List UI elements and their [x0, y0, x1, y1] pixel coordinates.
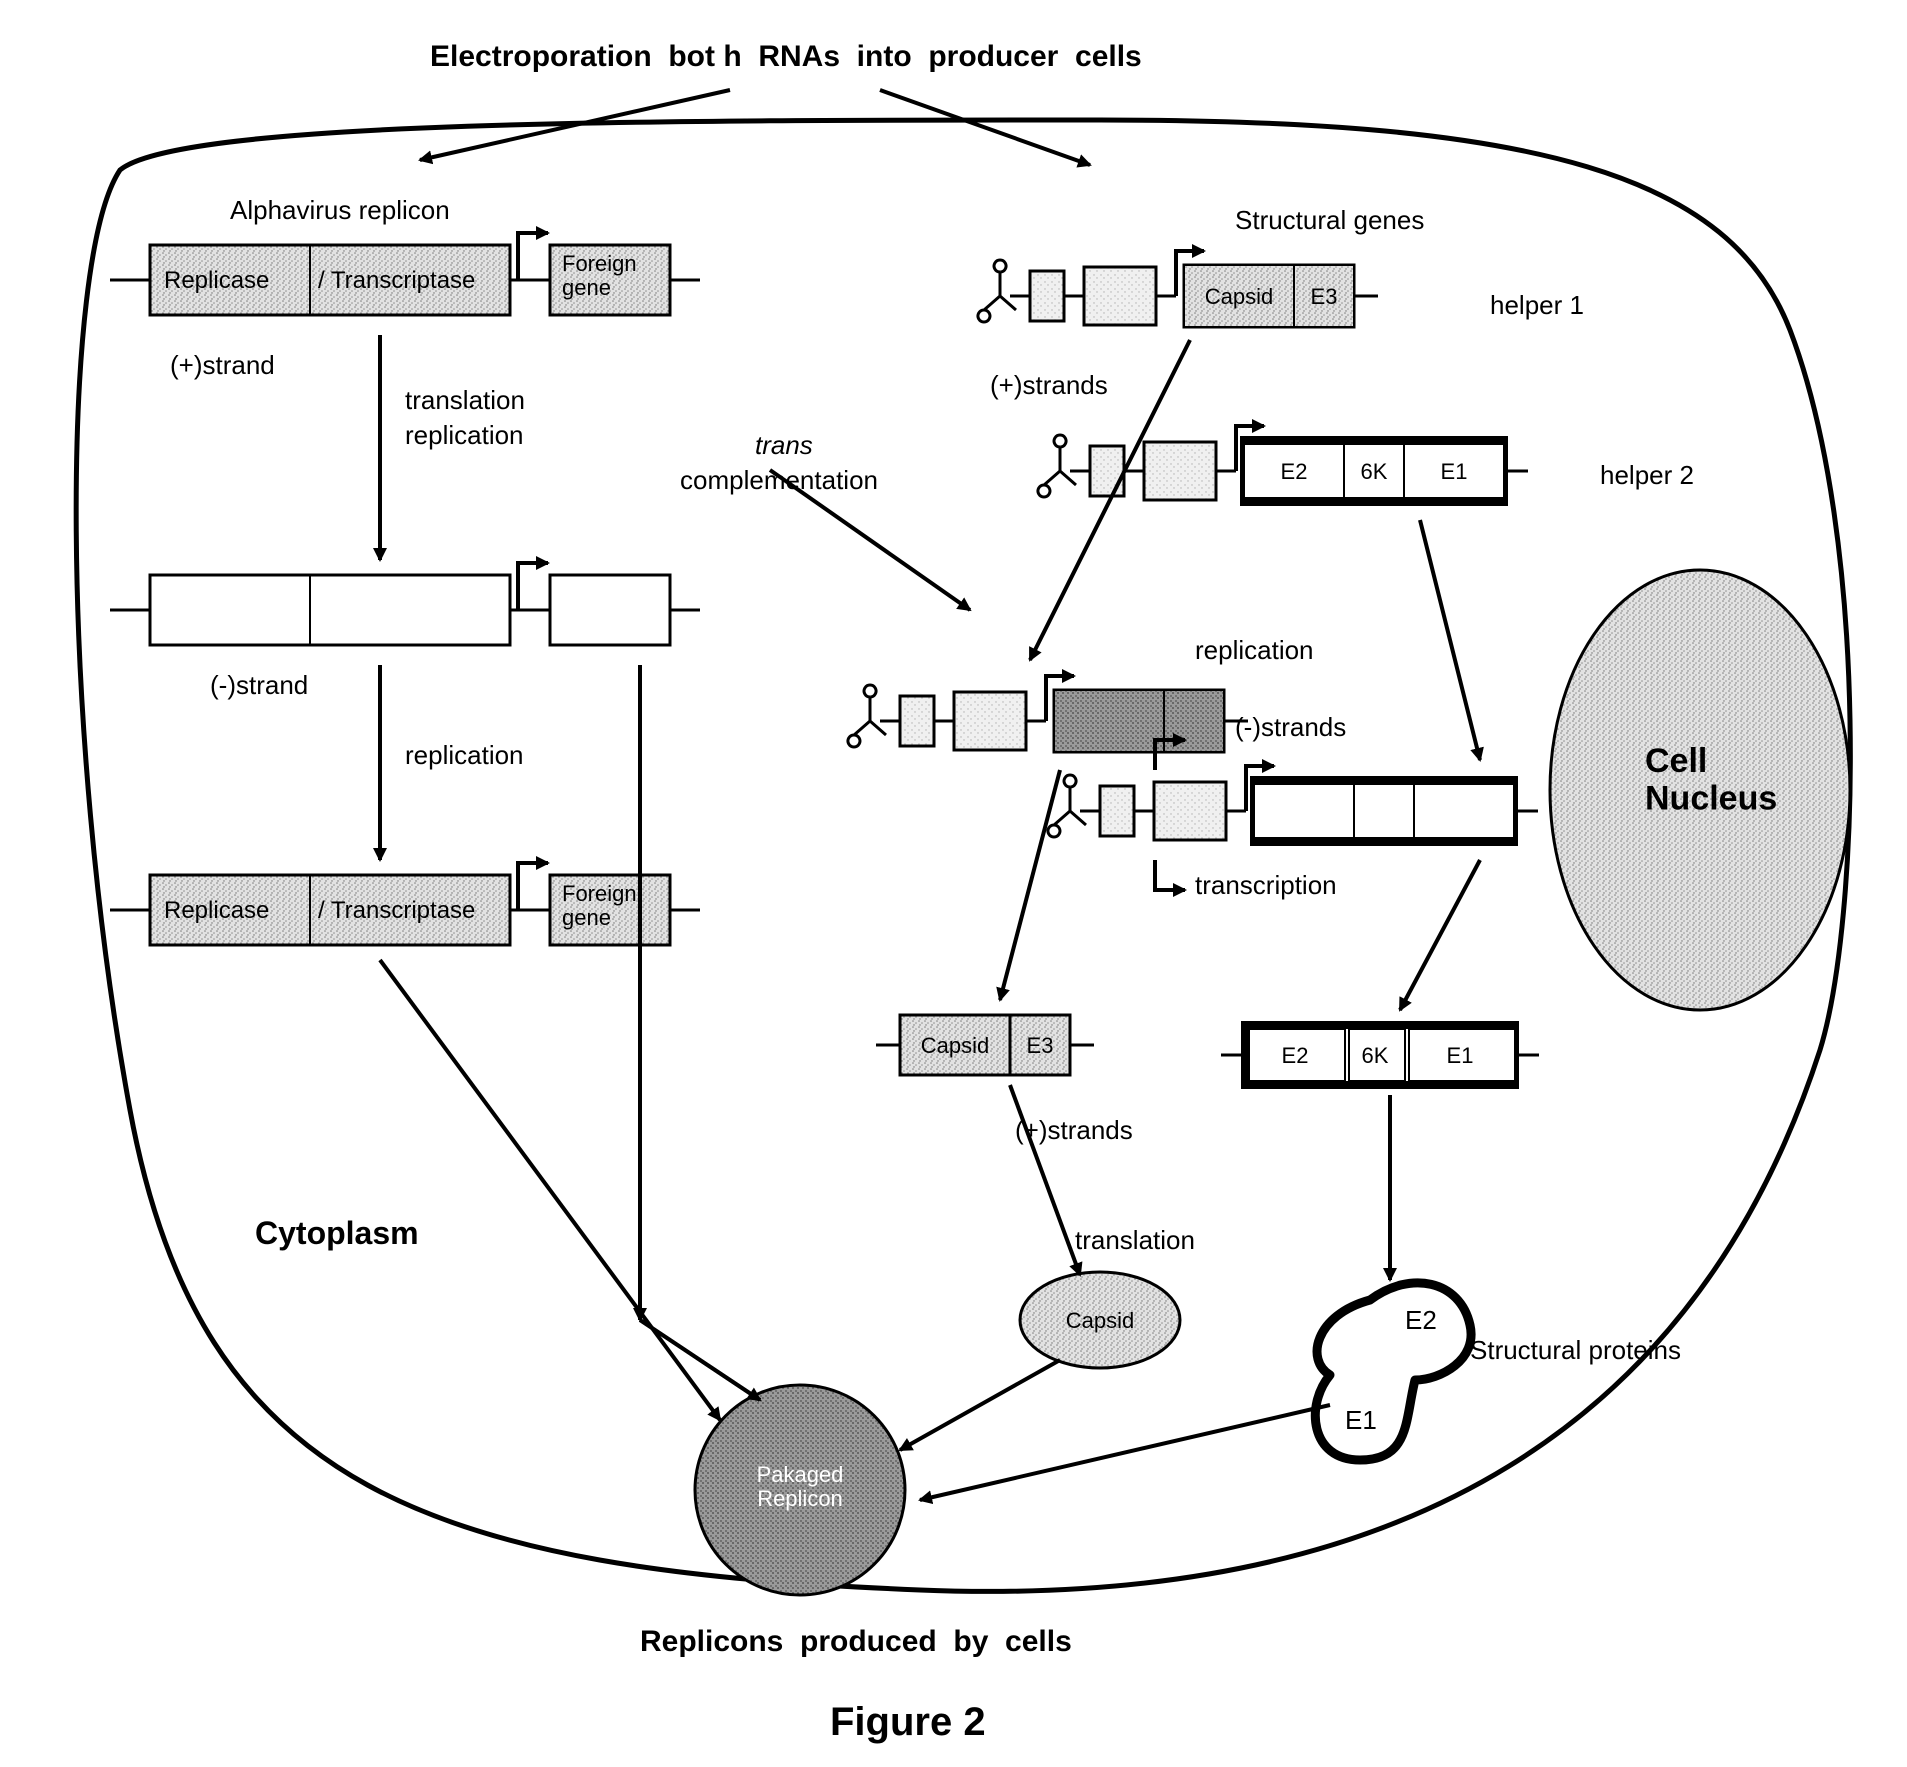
title-text: Electroporation bot h RNAs into producer… [430, 40, 1142, 74]
translation2-label: translation [1075, 1225, 1195, 1256]
pos-strand-label: (+)strand [170, 350, 275, 381]
svg-text:E1: E1 [1441, 459, 1468, 484]
svg-text:6K: 6K [1361, 459, 1388, 484]
replication3-label: replication [1195, 635, 1314, 666]
trans-label: trans [755, 430, 813, 461]
svg-text:E3: E3 [1027, 1033, 1054, 1058]
svg-text:Replicase: Replicase [164, 897, 269, 924]
h2-down [1420, 520, 1480, 760]
svg-text:Capsid: Capsid [921, 1033, 989, 1058]
figure-caption: Figure 2 [830, 1700, 986, 1745]
translation-label: translation [405, 385, 525, 416]
title-to-right [880, 90, 1090, 165]
svg-text:PakagedReplicon: PakagedReplicon [757, 1462, 844, 1511]
svg-text:/ Transcriptase: / Transcriptase [318, 267, 475, 294]
neg-strand-label: (-)strand [210, 670, 308, 701]
structural-protein-blob [1315, 1283, 1471, 1460]
pos-strands2-label: (+)strands [1015, 1115, 1133, 1146]
diagram-svg: Replicase/ TranscriptaseForeigngeneRepli… [0, 0, 1907, 1767]
structural-proteins-label: Structural proteins [1470, 1335, 1681, 1366]
replication-label: replication [405, 420, 524, 451]
svg-text:6K: 6K [1362, 1043, 1389, 1068]
rep3-to-pack [380, 960, 720, 1420]
svg-text:E3: E3 [1311, 284, 1338, 309]
svg-text:/ Transcriptase: / Transcriptase [318, 897, 475, 924]
svg-text:E2: E2 [1282, 1043, 1309, 1068]
replication2-label: replication [405, 740, 524, 771]
prot-to-pack [920, 1405, 1330, 1500]
neg-strands-label: (-)strands [1235, 712, 1346, 743]
svg-text:E1: E1 [1447, 1043, 1474, 1068]
capsid-to-pack [900, 1360, 1060, 1450]
pos-strands-label: (+)strands [990, 370, 1108, 401]
svg-text:Capsid: Capsid [1205, 284, 1273, 309]
sub-h1-trans [1010, 1085, 1080, 1275]
alphavirus-label: Alphavirus replicon [230, 195, 450, 226]
diagram-stage: Replicase/ TranscriptaseForeigngeneRepli… [0, 0, 1907, 1767]
complementation-label: complementation [680, 465, 878, 496]
replicons-out-label: Replicons produced by cells [640, 1625, 1072, 1659]
structural-genes-label: Structural genes [1235, 205, 1424, 236]
svg-text:Replicase: Replicase [164, 267, 269, 294]
neg-h2-down [1400, 860, 1480, 1010]
svg-text:E2: E2 [1281, 459, 1308, 484]
transcription-label: transcription [1195, 870, 1337, 901]
gene-constructs: Replicase/ TranscriptaseForeigngeneRepli… [110, 233, 1539, 1085]
helper2-label: helper 2 [1600, 460, 1694, 491]
cytoplasm-label: Cytoplasm [255, 1215, 419, 1252]
neg-h1-down [1000, 770, 1060, 1000]
helper1-label: helper 1 [1490, 290, 1584, 321]
e2-blob-label: E2 [1405, 1305, 1437, 1336]
svg-text:Capsid: Capsid [1066, 1308, 1134, 1333]
e1-blob-label: E1 [1345, 1405, 1377, 1436]
